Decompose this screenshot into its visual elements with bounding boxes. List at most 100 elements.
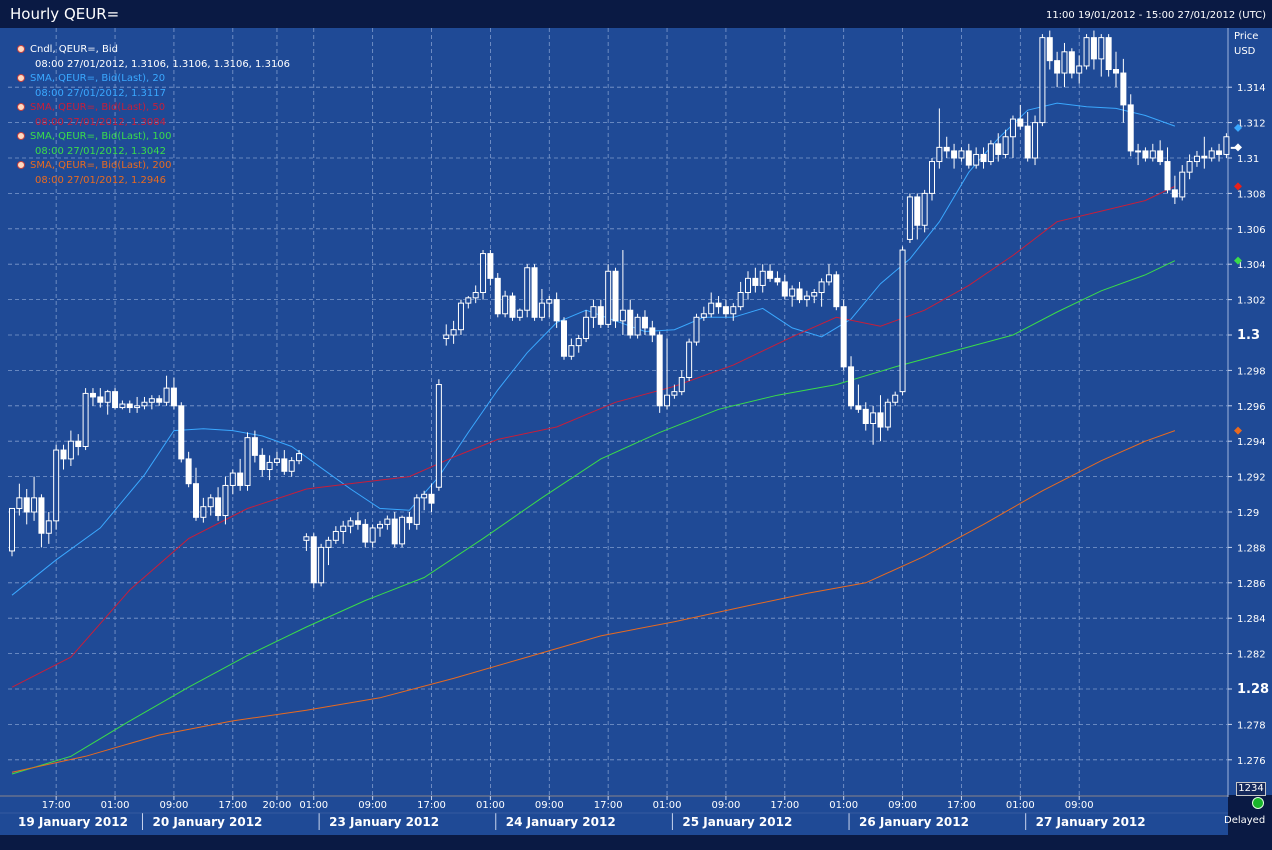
legend-item-sma-100[interactable]: SMA, QEUR=, Bid(Last), 100 08:00 27/01/2… (17, 130, 290, 159)
candle-body-up (1135, 150, 1142, 153)
candle-body-up (671, 391, 678, 396)
legend-toggle-icon[interactable] (17, 132, 25, 140)
last-value-marker (1234, 426, 1242, 435)
candle-body-up (884, 401, 891, 428)
candle-body-up (207, 497, 214, 508)
legend-toggle-icon[interactable] (17, 74, 25, 82)
candle-body-up (789, 288, 796, 297)
candle-body-up (825, 274, 832, 283)
sma-line (11, 260, 1176, 775)
candle-body-up (200, 506, 207, 518)
candle-body-down (840, 306, 847, 368)
price-axis[interactable] (1228, 28, 1272, 795)
candle-body-down (112, 391, 119, 409)
time-tick-label: 01:00 (1006, 800, 1035, 811)
candle-body-down (23, 497, 30, 513)
candle-body-up (244, 437, 251, 486)
candle-body-up (266, 461, 273, 471)
candle-body-down (862, 408, 869, 424)
legend-item-sma-20[interactable]: SMA, QEUR=, Bid(Last), 20 08:00 27/01/20… (17, 72, 290, 101)
candle-body-down (428, 493, 435, 504)
day-label: 23 January 2012 (329, 815, 439, 829)
legend-item-candle[interactable]: Cndl, QEUR=, Bid 08:00 27/01/2012, 1.310… (17, 43, 291, 72)
time-tick-label: 17:00 (417, 800, 446, 811)
time-axis[interactable] (0, 797, 1228, 835)
candle-body-down (1090, 37, 1097, 60)
candle-body-up (524, 267, 531, 311)
time-tick-label: 17:00 (770, 800, 799, 811)
time-tick-label: 09:00 (535, 800, 564, 811)
price-tick-label: 1.288 (1237, 543, 1266, 554)
time-tick-label: 01:00 (299, 800, 328, 811)
candle-body-up (575, 338, 582, 347)
candle-body-down (627, 309, 634, 336)
candle-body-up (936, 146, 943, 163)
candle-body-up (538, 302, 545, 318)
legend-series-name: Cndl, QEUR=, Bid (30, 44, 118, 55)
candle-body-down (656, 334, 663, 407)
time-tick-label: 09:00 (160, 800, 189, 811)
plot-area[interactable] (0, 28, 1228, 795)
candle-body-down (796, 288, 803, 301)
candle-body-up (1179, 171, 1186, 198)
candle-body-up (119, 403, 126, 409)
candle-body-up (229, 472, 236, 486)
candle-body-up (1186, 161, 1193, 173)
candle-body-up (53, 449, 60, 522)
candle-body-up (568, 345, 575, 357)
candle-body-up (516, 309, 523, 318)
candle-body-down (1046, 37, 1053, 62)
day-label: 24 January 2012 (506, 815, 616, 829)
candle-body-down (89, 392, 96, 398)
candle-body-up (1149, 150, 1156, 159)
candle-body-down (281, 458, 288, 472)
bar-count-box[interactable]: 1234 (1236, 782, 1266, 796)
time-tick-label: 09:00 (888, 800, 917, 811)
day-label: 25 January 2012 (682, 815, 792, 829)
candle-body-up (222, 484, 229, 517)
candle-body-up (1193, 155, 1200, 163)
candle-body-up (273, 458, 280, 463)
legend-item-sma-50[interactable]: SMA, QEUR=, Bid(Last), 50 08:00 27/01/20… (17, 101, 290, 130)
legend-toggle-icon[interactable] (17, 103, 25, 111)
candle-body-down (215, 497, 222, 517)
candle-body-down (237, 472, 244, 486)
price-tick-label: 1.304 (1237, 260, 1266, 271)
last-value-marker (1234, 182, 1242, 191)
candle-body-down (1142, 150, 1149, 159)
candle-body-down (833, 274, 840, 308)
chart-title: Hourly QEUR= (10, 5, 120, 23)
legend-toggle-icon[interactable] (17, 161, 25, 169)
candle-body-up (443, 334, 450, 340)
last-value-marker (1234, 143, 1242, 152)
candle-body-down (406, 516, 413, 524)
candle-body-up (67, 440, 74, 460)
candle-body-down (1201, 155, 1208, 159)
candle-body-up (82, 392, 89, 448)
candle-body-down (951, 150, 958, 159)
candle-body-down (126, 403, 133, 409)
legend-item-sma-200[interactable]: SMA, QEUR=, Bid(Last), 200 08:00 27/01/2… (17, 159, 290, 188)
candle-body-down (251, 437, 258, 456)
price-tick-label: 1.308 (1237, 189, 1266, 200)
candle-body-down (722, 306, 729, 315)
candle-body-up (811, 292, 818, 297)
candle-body-up (1009, 118, 1016, 138)
legend-series-name: SMA, QEUR=, Bid(Last), 50 (30, 102, 166, 113)
candle-body-up (296, 453, 303, 462)
candle-body-down (259, 454, 266, 471)
time-tick-label: 01:00 (653, 800, 682, 811)
candle-body-down (1054, 60, 1061, 74)
price-ticks: 1.276 1.278 1.28 1.282 1.284 1.286 1.288 1.29 1.… (1228, 83, 1269, 767)
sma-line (11, 185, 1176, 688)
candle-body-up (583, 316, 590, 340)
legend-series-name: SMA, QEUR=, Bid(Last), 100 (30, 131, 172, 142)
price-tick-label: 1.276 (1237, 756, 1266, 767)
connection-status-icon (1252, 797, 1264, 809)
candle-body-up (369, 527, 376, 543)
legend-series-value: 08:00 27/01/2012, 1.3106, 1.3106, 1.3106… (35, 58, 291, 70)
candle-body-up (413, 497, 420, 525)
candle-body-up (1039, 37, 1046, 124)
legend-toggle-icon[interactable] (17, 45, 25, 53)
